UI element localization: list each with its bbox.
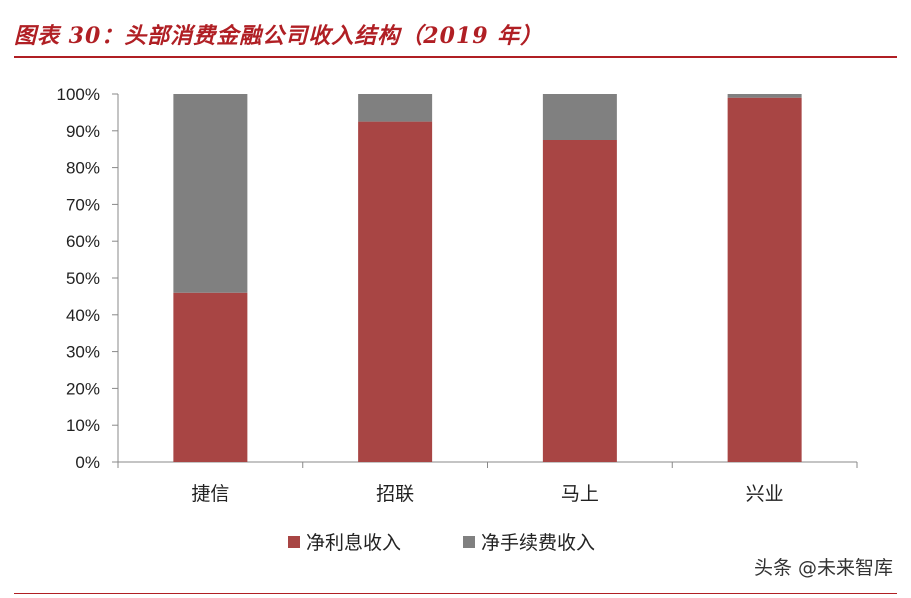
y-tick-label: 50% [66,269,100,288]
y-tick-label: 80% [66,159,100,178]
x-category-label: 捷信 [191,483,229,505]
bar-segment-series-1 [727,97,802,463]
y-axis: 0% 10% 20% 30% 40% 50% 60% 70% 80% 90% 100% [57,85,119,472]
y-tick-label: 0% [75,453,100,472]
y-tick-label: 30% [66,343,100,362]
y-tick-label: 70% [66,195,100,214]
y-tick-label: 40% [66,306,100,325]
legend-swatch [463,536,475,548]
y-tick-label: 20% [66,379,100,398]
y-tick-label: 90% [66,122,100,141]
bar-segment-series-2 [358,94,433,122]
legend-label: 净手续费收入 [481,532,595,554]
watermark: 头条 @未来智库 [753,557,893,579]
legend-label: 净利息收入 [306,532,401,554]
title-rule [14,56,897,58]
x-category-label: 马上 [561,483,599,505]
bar-segment-series-1 [358,121,433,462]
y-tick-label: 10% [66,416,100,435]
legend: 净利息收入 净手续费收入 [288,532,595,554]
bars [173,94,802,463]
bar-segment-series-1 [173,292,248,462]
bar-segment-series-2 [542,94,617,140]
x-category-label: 招联 [376,483,414,505]
bar-segment-series-1 [542,140,617,462]
x-category-label: 兴业 [746,483,784,505]
bottom-rule [14,593,897,594]
bar-segment-series-2 [173,94,248,293]
y-tick-label: 100% [57,85,100,104]
y-tick-label: 60% [66,232,100,251]
bar-segment-series-2 [727,94,802,98]
x-axis: 捷信 招联 马上 兴业 [117,461,858,505]
figure-title: 图表 30：头部消费金融公司收入结构（2019 年） [14,23,544,49]
legend-swatch [288,536,300,548]
